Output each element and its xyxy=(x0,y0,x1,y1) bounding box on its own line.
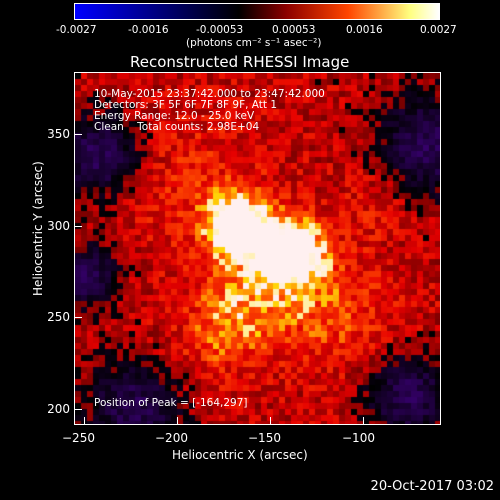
colorbar-units: (photons cm⁻² s⁻¹ asec⁻²) xyxy=(186,37,322,49)
x-tick-label: −150 xyxy=(248,431,281,445)
colorbar-tick: 0.0016 xyxy=(346,24,383,36)
colorbar-tick: -0.0016 xyxy=(128,24,169,36)
x-tick-label: −200 xyxy=(155,431,188,445)
info-clean-counts: Clean Total counts: 2.98E+04 xyxy=(94,121,260,133)
x-tick-mark xyxy=(270,417,271,425)
plot-title: Reconstructed RHESSI Image xyxy=(130,53,350,71)
colorbar xyxy=(74,3,440,20)
colorbar-tick: 0.0027 xyxy=(420,24,457,36)
x-tick-mark xyxy=(84,417,85,425)
x-tick-label: −100 xyxy=(342,431,375,445)
info-energy-range: Energy Range: 12.0 - 25.0 keV xyxy=(94,110,255,122)
footer-timestamp: 20-Oct-2017 03:02 xyxy=(370,479,494,494)
y-tick-mark xyxy=(74,226,82,227)
y-tick-label: 300 xyxy=(47,219,70,233)
colorbar-tick: -0.00053 xyxy=(196,24,244,36)
y-tick-label: 250 xyxy=(47,310,70,324)
colorbar-tick: -0.0027 xyxy=(56,24,97,36)
x-tick-mark xyxy=(363,417,364,425)
solar-image-plot xyxy=(74,72,441,425)
info-peak-position: Position of Peak = [-164,297] xyxy=(94,397,248,409)
y-tick-mark xyxy=(74,409,82,410)
y-tick-label: 200 xyxy=(47,402,70,416)
y-axis-label: Heliocentric Y (arcsec) xyxy=(31,161,45,296)
y-tick-mark xyxy=(74,317,82,318)
colorbar-tick: 0.00053 xyxy=(272,24,316,36)
info-detectors: Detectors: 3F 5F 6F 7F 8F 9F, Att 1 xyxy=(94,99,278,111)
y-tick-mark xyxy=(74,134,82,135)
flux-map-image xyxy=(75,73,440,424)
y-tick-label: 350 xyxy=(47,127,70,141)
info-time-range: 10-May-2015 23:37:42.000 to 23:47:42.000 xyxy=(94,88,325,100)
x-tick-label: −250 xyxy=(62,431,95,445)
x-tick-mark xyxy=(177,417,178,425)
x-axis-label: Heliocentric X (arcsec) xyxy=(172,448,308,462)
